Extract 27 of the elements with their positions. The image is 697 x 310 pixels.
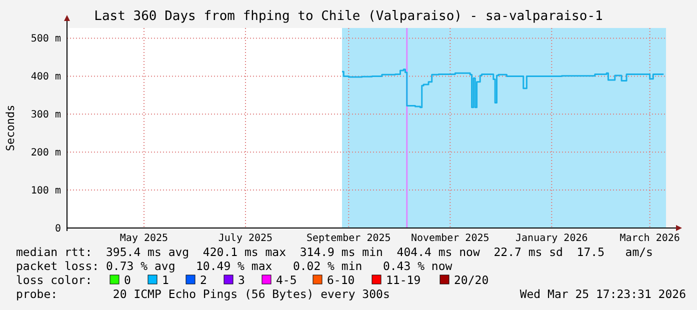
x-tick-label: March 2026	[620, 233, 680, 244]
text: 2	[200, 273, 207, 287]
x-tick-label: July 2025	[218, 233, 273, 244]
text: probe: 20 ICMP Echo Pings (56 Bytes) every 300s	[16, 287, 390, 301]
text: 11-19	[386, 273, 421, 287]
x-tick-label: January 2026	[516, 233, 588, 244]
text: packet loss: 0.73 % avg 10.49 % max 0.02 % min 0.43 % now	[16, 259, 452, 273]
y-tick-label: 500 m	[30, 34, 61, 45]
text: 3	[238, 273, 245, 287]
y-tick-label: 300 m	[30, 110, 61, 121]
x-tick-label: September 2025	[306, 233, 391, 244]
chart-title: Last 360 Days from fhping to Chile (Valparaiso) - sa-valparaiso-1	[94, 9, 603, 24]
y-tick-label: 100 m	[30, 186, 61, 197]
text: 0	[124, 273, 131, 287]
text: median rtt: 395.4 ms avg 420.1 ms max 314.9 ms min 404.4 ms now 22.7 ms sd 17.5 am/s	[16, 245, 653, 259]
text: 6-10	[327, 273, 355, 287]
y-tick-label: 200 m	[30, 148, 61, 159]
text: 20/20	[454, 273, 489, 287]
y-axis-title: Seconds	[4, 104, 17, 152]
x-tick-label: November 2025	[411, 233, 490, 244]
y-tick-label: 400 m	[30, 72, 61, 83]
x-tick-label: May 2025	[120, 233, 168, 244]
text: Wed Mar 25 17:23:31 2026	[520, 287, 686, 301]
text: loss color:	[16, 273, 92, 287]
y-tick-label: 0	[54, 224, 61, 234]
text: 4-5	[276, 273, 297, 287]
text: 1	[162, 273, 169, 287]
